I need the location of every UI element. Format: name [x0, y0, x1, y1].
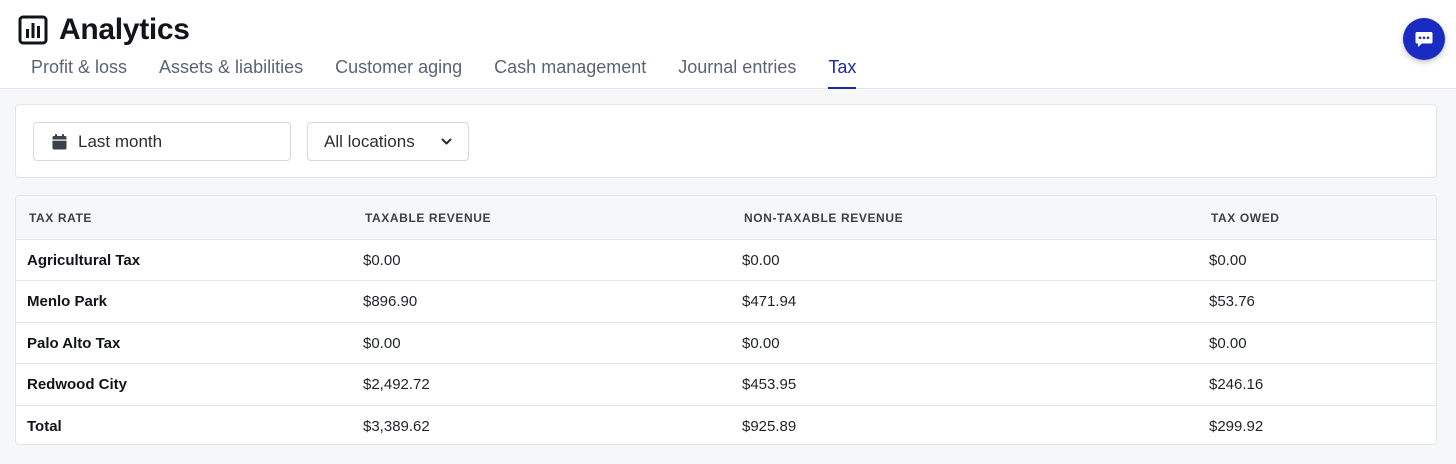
table-row: Redwood City $2,492.72 $453.95 $246.16: [16, 363, 1436, 404]
table-row: Menlo Park $896.90 $471.94 $53.76: [16, 280, 1436, 321]
tax-owed-cell: $0.00: [1209, 252, 1247, 269]
location-select[interactable]: All locations: [307, 122, 469, 161]
tax-table: TAX RATE TAXABLE REVENUE NON-TAXABLE REV…: [15, 195, 1437, 445]
column-header-tax-owed: TAX OWED: [1211, 211, 1280, 225]
column-header-non-taxable-revenue: NON-TAXABLE REVENUE: [744, 211, 904, 225]
taxable-revenue-cell: $2,492.72: [363, 376, 430, 394]
non-taxable-revenue-cell: $453.95: [742, 376, 797, 394]
page-title-row: Analytics: [18, 12, 190, 48]
column-header-taxable-revenue: TAXABLE REVENUE: [365, 211, 492, 225]
chat-bubble-icon: [1414, 29, 1434, 49]
bar-chart-icon: [18, 15, 48, 45]
page-title: Analytics: [59, 13, 190, 46]
tax-rate-cell: Agricultural Tax: [27, 252, 141, 269]
date-range-label: Last month: [78, 131, 163, 151]
tax-owed-cell: $0.00: [1209, 334, 1247, 352]
tax-owed-cell: $246.16: [1209, 376, 1264, 394]
non-taxable-revenue-cell: $0.00: [742, 252, 780, 269]
total-label: Total: [27, 417, 62, 435]
non-taxable-revenue-cell: $471.94: [742, 293, 797, 311]
tab-journal-entries[interactable]: Journal entries: [678, 57, 797, 77]
tax-rate-cell: Menlo Park: [27, 293, 108, 311]
table-header: TAX RATE TAXABLE REVENUE NON-TAXABLE REV…: [16, 196, 1436, 239]
analytics-tabs: Profit & loss Assets & liabilities Custo…: [31, 54, 888, 89]
total-non-taxable-revenue: $925.89: [742, 417, 797, 435]
chevron-down-icon: [441, 138, 452, 146]
taxable-revenue-cell: $0.00: [363, 334, 401, 352]
date-range-picker[interactable]: Last month: [33, 122, 291, 161]
taxable-revenue-cell: $896.90: [363, 293, 418, 311]
calendar-icon: [52, 133, 67, 150]
tab-cash-management[interactable]: Cash management: [494, 57, 647, 77]
non-taxable-revenue-cell: $0.00: [742, 334, 780, 352]
taxable-revenue-cell: $0.00: [363, 252, 401, 269]
total-taxable-revenue: $3,389.62: [363, 417, 430, 435]
column-header-tax-rate: TAX RATE: [29, 211, 93, 225]
table-row: Agricultural Tax $0.00 $0.00 $0.00: [16, 239, 1436, 280]
table-row: Palo Alto Tax $0.00 $0.00 $0.00: [16, 321, 1436, 363]
total-tax-owed: $299.92: [1209, 417, 1264, 435]
chat-button[interactable]: [1403, 18, 1445, 60]
table-total-row: Total $3,389.62 $925.89 $299.92: [16, 404, 1436, 444]
location-select-label: All locations: [324, 131, 415, 151]
tab-customer-aging[interactable]: Customer aging: [335, 57, 463, 77]
tab-profit-loss[interactable]: Profit & loss: [31, 57, 128, 77]
tax-owed-cell: $53.76: [1209, 293, 1255, 311]
tax-rate-cell: Redwood City: [27, 376, 127, 394]
tax-rate-cell: Palo Alto Tax: [27, 334, 121, 352]
tab-assets-liabilities[interactable]: Assets & liabilities: [159, 57, 304, 77]
analytics-header: Analytics Profit & loss Assets & liabili…: [0, 0, 1456, 89]
tab-tax[interactable]: Tax: [828, 54, 857, 89]
filter-bar: Last month All locations: [15, 104, 1437, 178]
